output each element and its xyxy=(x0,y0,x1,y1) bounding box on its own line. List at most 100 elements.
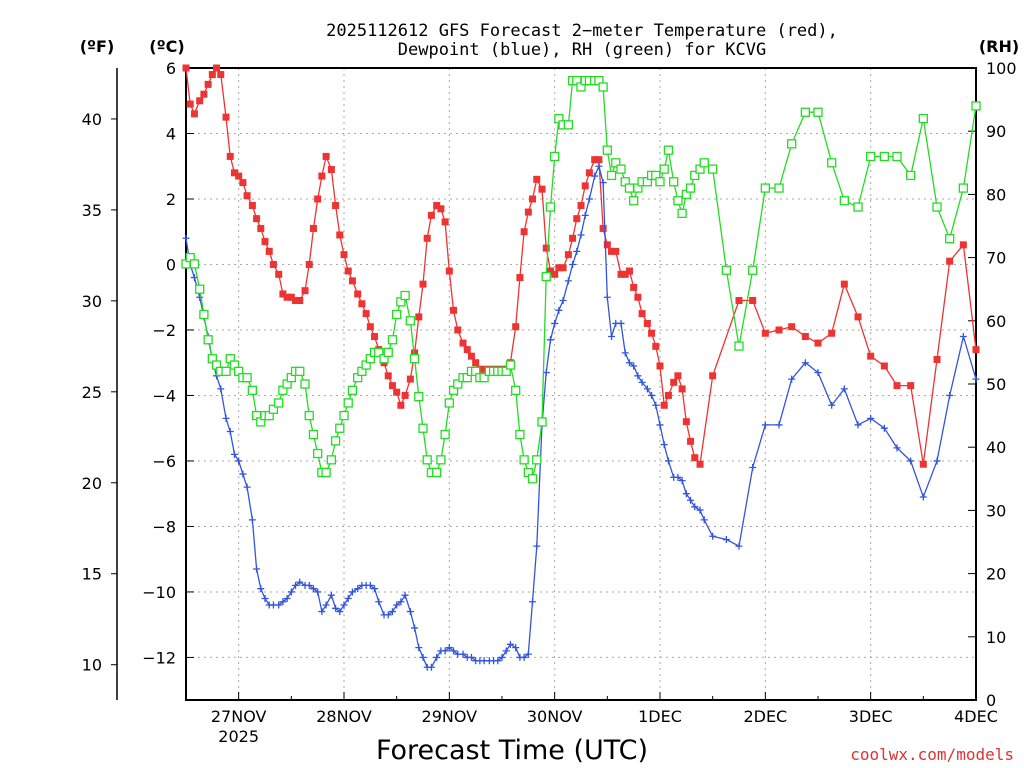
rh-point xyxy=(787,139,797,149)
dewpoint-point xyxy=(243,483,251,491)
rh-point xyxy=(405,316,416,326)
axes xyxy=(111,67,977,701)
dewpoint-point xyxy=(305,581,313,589)
temperature-point xyxy=(687,437,695,445)
rh-unit-label: (RH) xyxy=(979,37,1019,56)
temperature-point xyxy=(243,192,251,200)
temperature-point xyxy=(577,202,585,210)
dewpoint-point xyxy=(332,604,340,612)
temperature-point xyxy=(638,310,646,318)
temperature-point xyxy=(257,224,265,232)
dewpoint-point xyxy=(375,598,383,606)
temperature-point xyxy=(366,323,374,331)
x-tick-label: 29NOV xyxy=(422,707,478,726)
rh-point xyxy=(519,455,529,465)
temperature-point xyxy=(617,270,625,278)
dewpoint-point xyxy=(682,490,690,498)
temperature-point xyxy=(652,342,660,350)
dewpoint-point xyxy=(340,601,348,609)
dewpoint-point xyxy=(182,234,190,242)
chart-title-line2: Dewpoint (blue), RH (green) for KCVG xyxy=(398,40,766,60)
temperature-point xyxy=(608,247,616,255)
dewpoint-point xyxy=(907,457,915,465)
dewpoint-point xyxy=(524,650,532,658)
fahrenheit-tick-label: 35 xyxy=(82,201,102,220)
dewpoint-point xyxy=(691,503,699,511)
temperature-point xyxy=(512,323,520,331)
dewpoint-point xyxy=(257,585,265,593)
rh-point xyxy=(721,265,732,275)
rh-point xyxy=(708,164,718,174)
rh-point xyxy=(392,309,402,320)
rh-tick-label: 10 xyxy=(986,628,1006,647)
rh-tick-label: 50 xyxy=(986,375,1006,394)
dewpoint-point xyxy=(433,653,441,661)
rh-point xyxy=(945,233,955,244)
temperature-point xyxy=(269,260,277,268)
temperature-point xyxy=(573,215,581,223)
rh-point xyxy=(199,309,209,320)
rh-point xyxy=(418,423,428,433)
temperature-point xyxy=(709,372,717,380)
temperature-point xyxy=(564,251,572,259)
x-tick-label: 27NOV xyxy=(211,707,267,726)
celsius-tick-label: 4 xyxy=(166,124,176,143)
rh-point xyxy=(866,151,876,162)
rh-point xyxy=(563,120,574,130)
rh-point xyxy=(387,335,398,345)
rh-point xyxy=(221,366,231,377)
rh-point xyxy=(932,202,942,212)
dewpoint-point xyxy=(336,608,344,616)
dewpoint-point xyxy=(621,349,629,357)
temperature-point xyxy=(344,267,352,275)
rh-point xyxy=(532,455,542,465)
celsius-tick-label: −10 xyxy=(142,583,176,602)
dewpoint-point xyxy=(585,195,593,203)
rh-point xyxy=(242,373,252,383)
temperature-point xyxy=(296,296,304,304)
temperature-point xyxy=(340,251,348,259)
temperature-point xyxy=(735,296,743,304)
dewpoint-point xyxy=(617,319,625,327)
dewpoint-point xyxy=(419,653,427,661)
rh-point xyxy=(444,398,454,408)
rh-point xyxy=(598,82,608,92)
temperature-point xyxy=(867,352,875,360)
rh-point xyxy=(655,177,665,187)
rh-point xyxy=(748,265,758,275)
dewpoint-point xyxy=(919,493,927,501)
dewpoint-point xyxy=(261,594,269,602)
temperature-point xyxy=(253,215,261,223)
dewpoint-point xyxy=(283,594,291,602)
dewpoint-point xyxy=(520,653,528,661)
dewpoint-point xyxy=(318,608,326,616)
dewpoint-point xyxy=(569,260,577,268)
rh-point xyxy=(734,341,744,351)
temperature-point xyxy=(691,454,699,462)
dewpoint-point xyxy=(546,336,554,344)
x-tick-label: 28NOV xyxy=(316,707,372,726)
dewpoint-point xyxy=(348,588,356,596)
rh-point xyxy=(760,183,770,193)
fahrenheit-tick-label: 10 xyxy=(82,656,102,675)
temperature-point xyxy=(551,270,559,278)
temperature-point xyxy=(305,260,313,268)
dewpoint-point xyxy=(441,647,449,655)
temperature-point xyxy=(603,241,611,249)
rh-line xyxy=(185,79,977,481)
dewpoint-point xyxy=(494,657,502,665)
temperature-point xyxy=(599,224,607,232)
temperature-point xyxy=(814,339,822,347)
dewpoint-point xyxy=(287,588,295,596)
celsius-tick-label: 0 xyxy=(166,255,176,274)
celsius-tick-label: 6 xyxy=(166,59,176,78)
dewpoint-point xyxy=(292,581,300,589)
dewpoint-point xyxy=(581,211,589,219)
temperature-point xyxy=(520,228,528,236)
dewpoint-point xyxy=(801,359,809,367)
rh-point xyxy=(800,107,811,117)
temperature-point xyxy=(450,306,458,314)
dewpoint-point xyxy=(406,608,414,616)
